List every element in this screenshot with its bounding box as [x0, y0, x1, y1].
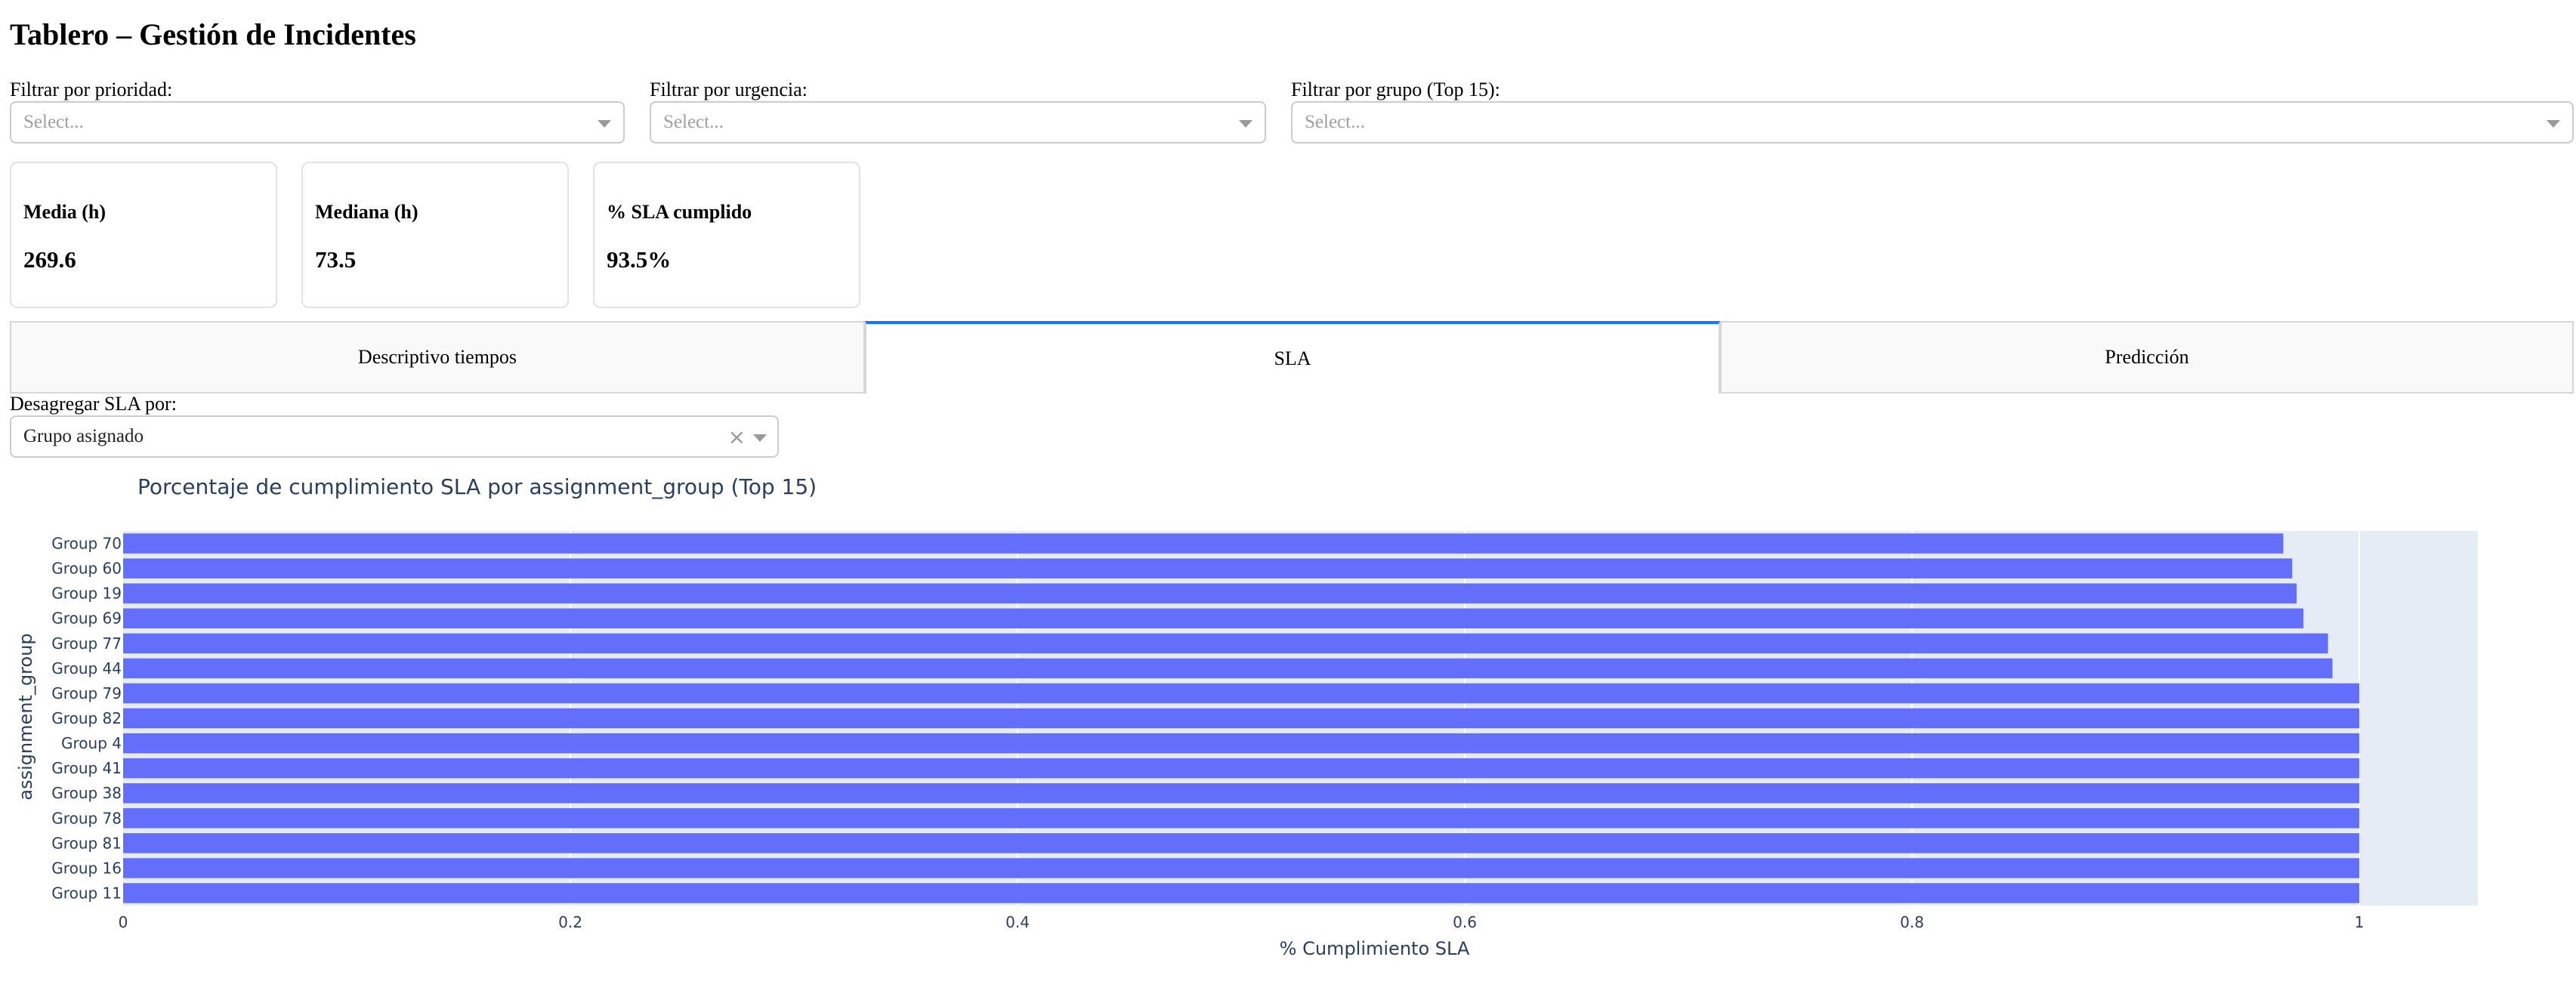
breakdown-value: Grupo asignado	[23, 426, 144, 446]
x-tick-label: 0.6	[1453, 913, 1477, 931]
y-tick-label: Group 19	[51, 585, 122, 603]
tab-prediccion[interactable]: Predicción	[1720, 321, 2574, 394]
breakdown-label: Desagregar SLA por:	[10, 393, 177, 415]
bar	[123, 883, 2360, 903]
y-tick-label: Group 44	[51, 659, 122, 678]
chevron-down-icon[interactable]	[753, 434, 767, 442]
y-tick-label: Group 11	[51, 884, 122, 902]
y-axis-title: assignment_group	[15, 633, 36, 800]
priority-filter-select[interactable]: Select...	[10, 101, 625, 144]
bar	[123, 708, 2360, 729]
y-tick-label: Group 38	[51, 784, 122, 802]
y-tick-label: Group 78	[51, 809, 122, 827]
bar	[123, 533, 2284, 554]
tab-bar: Descriptivo tiempos SLA Predicción	[10, 321, 2574, 394]
group-filter-select[interactable]: Select...	[1291, 101, 2574, 144]
tab-sla[interactable]: SLA	[865, 321, 1720, 394]
group-filter-placeholder: Select...	[1305, 112, 1365, 132]
y-tick-label: Group 82	[51, 709, 122, 727]
urgency-filter-label: Filtrar por urgencia:	[650, 79, 808, 100]
bar	[123, 633, 2328, 654]
chevron-down-icon[interactable]	[2547, 120, 2560, 128]
page-title: Tablero – Gestión de Incidentes	[10, 17, 416, 51]
kpi-sla-label: % SLA cumplido	[607, 201, 752, 223]
x-tick-label: 1	[2355, 913, 2364, 931]
urgency-filter-placeholder: Select...	[663, 112, 724, 132]
chart-title: Porcentaje de cumplimiento SLA por assig…	[137, 474, 817, 499]
kpi-card-mean: Media (h) 269.6	[10, 162, 277, 308]
group-filter-label: Filtrar por grupo (Top 15):	[1291, 79, 1500, 100]
kpi-sla-value: 93.5%	[607, 246, 672, 273]
kpi-mean-label: Media (h)	[23, 201, 107, 223]
chevron-down-icon[interactable]	[598, 120, 611, 128]
y-tick-label: Group 77	[51, 634, 122, 653]
y-tick-label: Group 69	[51, 610, 122, 628]
breakdown-select[interactable]: Grupo asignado ×	[10, 415, 779, 458]
kpi-mean-value: 269.6	[23, 246, 76, 273]
urgency-filter-select[interactable]: Select...	[650, 101, 1266, 144]
kpi-median-label: Mediana (h)	[315, 201, 419, 223]
bar	[123, 733, 2360, 754]
y-tick-label: Group 79	[51, 684, 122, 702]
bar	[123, 583, 2297, 603]
y-tick-label: Group 81	[51, 834, 122, 852]
kpi-card-sla: % SLA cumplido 93.5%	[593, 162, 860, 308]
kpi-card-median: Mediana (h) 73.5	[301, 162, 569, 308]
priority-filter-placeholder: Select...	[23, 112, 84, 132]
clear-icon[interactable]: ×	[727, 424, 746, 449]
x-axis-title: % Cumplimiento SLA	[1280, 938, 1470, 959]
x-tick-label: 0.8	[1900, 913, 1924, 931]
y-tick-label: Group 60	[51, 560, 122, 578]
y-tick-label: Group 4	[61, 734, 122, 752]
x-tick-label: 0.2	[558, 913, 582, 931]
kpi-median-value: 73.5	[315, 246, 357, 273]
bar	[123, 658, 2333, 679]
y-tick-label: Group 16	[51, 859, 122, 877]
bar	[123, 683, 2360, 704]
bar	[123, 608, 2304, 628]
bar	[123, 758, 2360, 779]
x-tick-label: 0.4	[1005, 913, 1030, 931]
y-tick-label: Group 41	[51, 759, 122, 777]
tab-descriptivo-tiempos[interactable]: Descriptivo tiempos	[10, 321, 865, 394]
y-tick-label: Group 70	[51, 535, 122, 553]
bar	[123, 782, 2360, 804]
bar	[123, 808, 2360, 829]
bar	[123, 858, 2360, 878]
bar	[123, 833, 2360, 853]
bar	[123, 558, 2293, 579]
chevron-down-icon[interactable]	[1239, 120, 1252, 128]
x-tick-label: 0	[119, 913, 128, 931]
priority-filter-label: Filtrar por prioridad:	[10, 79, 173, 100]
